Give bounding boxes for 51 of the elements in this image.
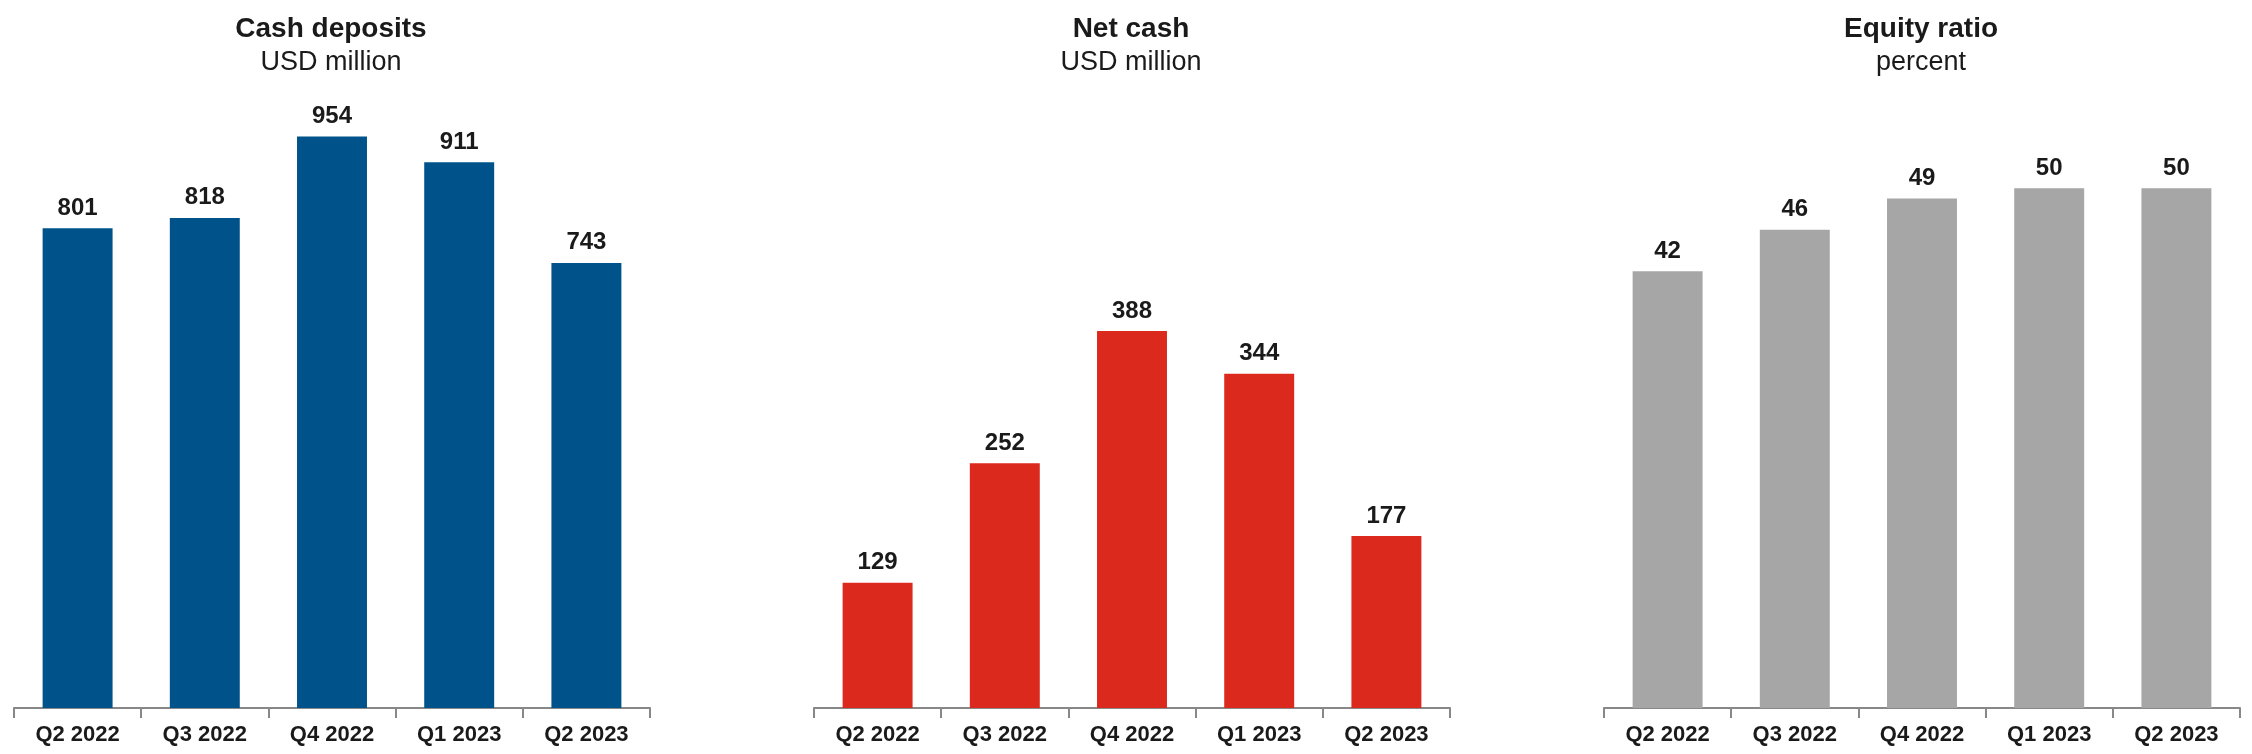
data-label: 50 <box>2035 152 2063 180</box>
bar <box>297 136 367 708</box>
x-tick-label: Q2 2022 <box>35 720 120 746</box>
data-label: 46 <box>1781 194 1809 222</box>
x-tick-label: Q4 2022 <box>1879 720 1965 746</box>
x-tick-label: Q1 2023 <box>417 720 502 746</box>
chart-title: Net cash <box>1072 11 1190 43</box>
data-label: 801 <box>57 192 98 220</box>
x-tick-label: Q2 2023 <box>1344 720 1429 746</box>
data-label: 129 <box>857 547 898 575</box>
bar <box>1632 271 1703 708</box>
data-label: 344 <box>1239 338 1280 366</box>
x-tick-label: Q2 2023 <box>2134 720 2219 746</box>
data-label: 954 <box>311 100 353 128</box>
bar <box>2014 188 2085 708</box>
bar <box>842 582 913 708</box>
x-tick-label: Q4 2022 <box>1089 720 1175 746</box>
x-tick-label: Q1 2023 <box>1217 720 1302 746</box>
chart-subtitle: USD million <box>260 45 402 76</box>
x-tick-label: Q3 2022 <box>1752 720 1837 746</box>
bar <box>551 262 622 708</box>
data-label: 743 <box>566 227 607 255</box>
bar <box>1759 229 1830 708</box>
x-tick-label: Q2 2022 <box>835 720 920 746</box>
bar <box>1351 536 1422 708</box>
chart-subtitle: percent <box>1875 45 1967 76</box>
data-label: 911 <box>439 126 479 154</box>
data-label: 252 <box>984 427 1025 455</box>
data-label: 818 <box>184 182 225 210</box>
x-tick-label: Q2 2022 <box>1625 720 1710 746</box>
data-label: 42 <box>1654 235 1681 263</box>
x-tick-label: Q4 2022 <box>289 720 375 746</box>
chart-subtitle: USD million <box>1060 45 1202 76</box>
bar <box>169 217 240 708</box>
chart-title: Cash deposits <box>235 11 427 43</box>
data-label: 388 <box>1111 295 1153 323</box>
x-tick-label: Q2 2023 <box>544 720 629 746</box>
x-tick-label: Q3 2022 <box>162 720 247 746</box>
chart-title: Equity ratio <box>1843 11 1999 43</box>
data-label: 50 <box>2163 152 2190 180</box>
bar <box>969 463 1040 708</box>
bar <box>2141 188 2212 708</box>
bar <box>1887 198 1957 708</box>
bar <box>424 162 495 708</box>
data-label: 177 <box>1366 500 1407 528</box>
data-label: 49 <box>1908 163 1936 191</box>
x-tick-label: Q1 2023 <box>2007 720 2092 746</box>
bar <box>1224 373 1295 708</box>
bar <box>1097 331 1167 708</box>
x-tick-label: Q3 2022 <box>962 720 1047 746</box>
bar <box>42 228 113 708</box>
